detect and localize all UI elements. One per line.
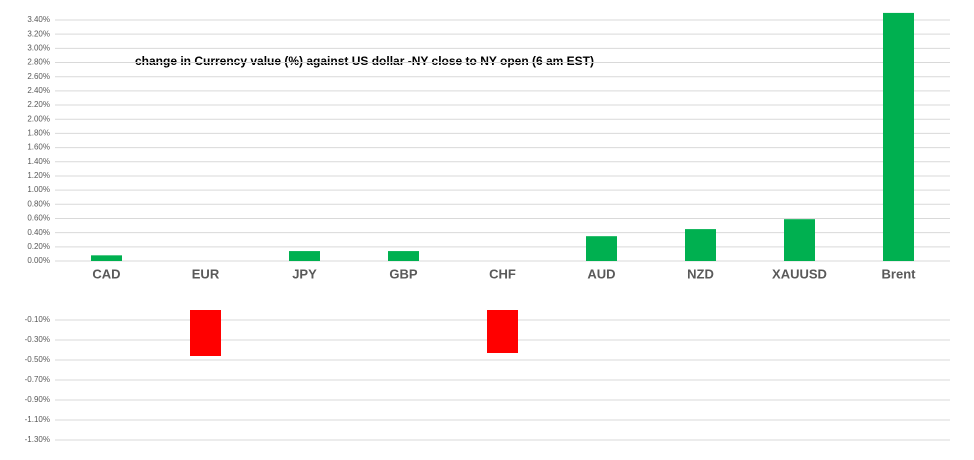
x-tick-label: NZD [687, 266, 714, 281]
bar [487, 310, 518, 353]
y-tick-label: -0.10% [25, 315, 50, 324]
y-tick-label: -0.50% [25, 355, 50, 364]
y-tick-label: 1.40% [27, 157, 50, 166]
y-tick-label: 3.00% [27, 43, 50, 52]
x-tick-label: JPY [292, 266, 317, 281]
y-tick-label: 2.00% [27, 114, 50, 123]
y-tick-label: 1.60% [27, 143, 50, 152]
y-tick-label: -1.10% [25, 415, 50, 424]
y-tick-label: 0.40% [27, 228, 50, 237]
y-tick-label: 0.80% [27, 199, 50, 208]
x-tick-label: GBP [389, 266, 418, 281]
y-tick-label: -0.70% [25, 375, 50, 384]
y-tick-label: 2.20% [27, 100, 50, 109]
bar [289, 251, 320, 261]
x-tick-label: XAUUSD [772, 266, 827, 281]
y-tick-label: -1.30% [25, 435, 50, 444]
y-tick-label: 2.60% [27, 72, 50, 81]
y-tick-label: 0.60% [27, 214, 50, 223]
y-tick-label: 2.80% [27, 58, 50, 67]
bar [190, 310, 221, 356]
y-tick-label: 1.80% [27, 129, 50, 138]
x-tick-label: CAD [92, 266, 120, 281]
bar [91, 255, 122, 261]
x-tick-label: CHF [489, 266, 516, 281]
x-tick-label: AUD [587, 266, 615, 281]
bar [388, 251, 419, 261]
y-tick-label: 1.20% [27, 171, 50, 180]
y-tick-label: 0.00% [27, 256, 50, 265]
bar [883, 12, 914, 262]
bar [586, 236, 617, 261]
y-tick-label: 0.20% [27, 242, 50, 251]
y-tick-label: 3.40% [27, 15, 50, 24]
y-tick-label: -0.90% [25, 395, 50, 404]
y-tick-label: 3.20% [27, 29, 50, 38]
x-tick-label: Brent [882, 266, 917, 281]
y-tick-label: 2.40% [27, 86, 50, 95]
x-tick-label: EUR [192, 266, 220, 281]
y-tick-label: -0.30% [25, 335, 50, 344]
bar [784, 219, 815, 261]
chart-title: change in Currency value (%) against US … [135, 54, 594, 68]
y-tick-label: 1.00% [27, 185, 50, 194]
bar [685, 229, 716, 261]
